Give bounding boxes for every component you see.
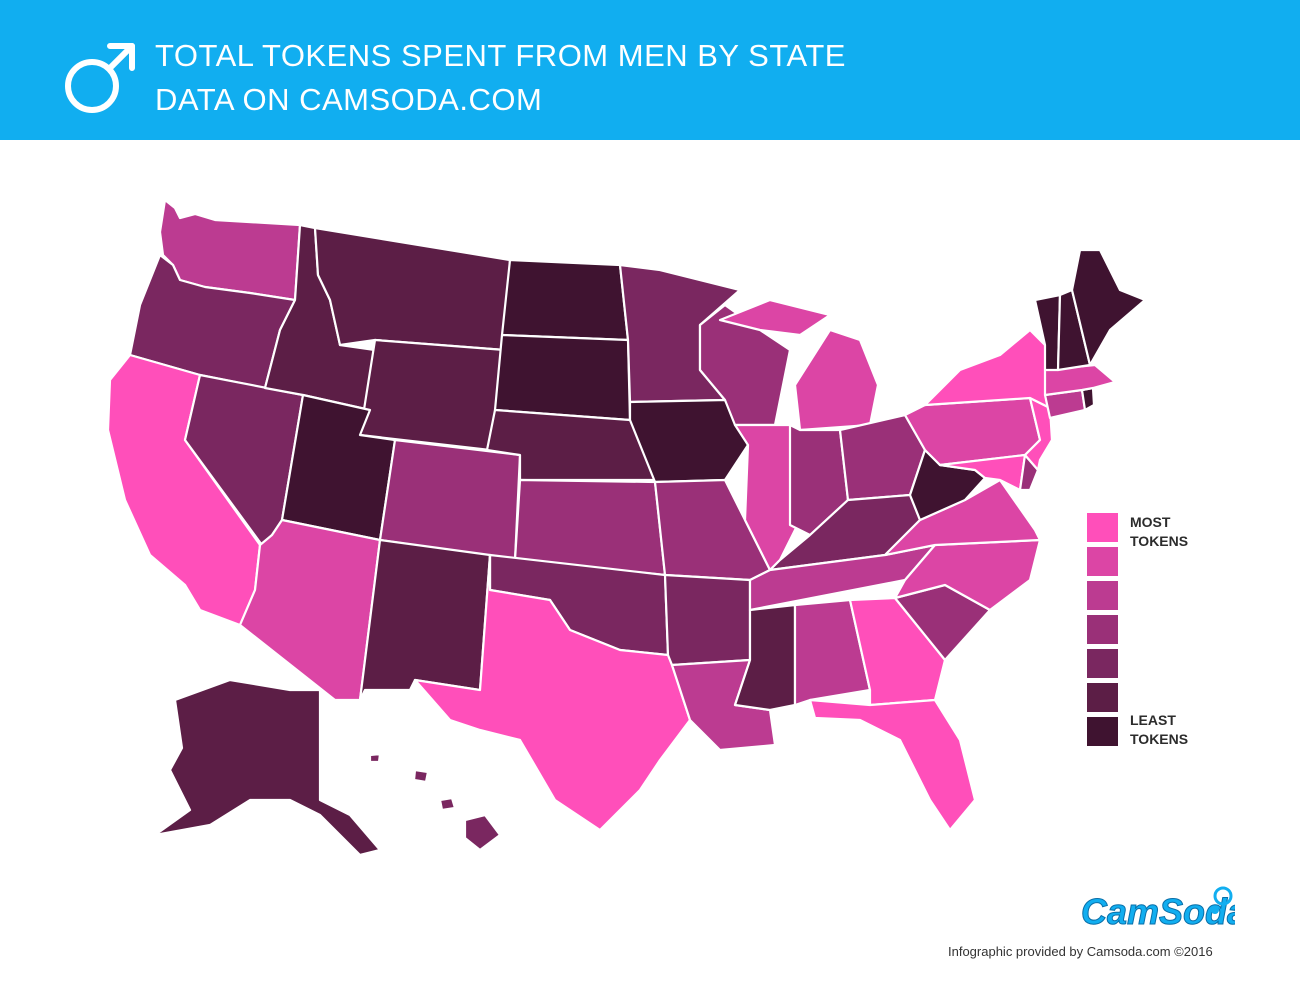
- legend-least-label: LEAST TOKENS: [1130, 711, 1188, 749]
- us-states-map: [106, 198, 1147, 857]
- state-vt: [1033, 293, 1062, 372]
- legend-swatch-5: [1087, 649, 1118, 678]
- state-ri: [1080, 386, 1096, 412]
- footer-credit: Infographic provided by Camsoda.com ©201…: [948, 944, 1213, 959]
- svg-text:CamSoda: CamSoda: [1081, 891, 1235, 932]
- state-ma: [1043, 363, 1117, 397]
- state-tx: [413, 553, 692, 832]
- state-nd: [500, 258, 630, 342]
- legend-swatch-3: [1087, 581, 1118, 610]
- state-ar: [663, 573, 752, 667]
- state-nm: [358, 538, 492, 702]
- state-mt: [313, 226, 512, 352]
- legend-most-label: MOST TOKENS: [1130, 513, 1188, 551]
- legend-swatch-1: [1087, 513, 1118, 542]
- state-az: [238, 518, 382, 702]
- legend-swatch-4: [1087, 615, 1118, 644]
- state-hi: [368, 752, 502, 852]
- state-fl: [808, 698, 977, 832]
- camsoda-logo: CamSoda: [1081, 886, 1235, 933]
- state-sd: [493, 333, 632, 422]
- legend-most-line2: TOKENS: [1130, 533, 1189, 549]
- state-ny: [923, 328, 1052, 410]
- legend-swatch-2: [1087, 547, 1118, 576]
- male-symbol-icon: [65, 43, 135, 113]
- legend-most-line1: MOST: [1130, 514, 1171, 530]
- state-wy: [358, 338, 507, 452]
- legend-swatch-6: [1087, 683, 1118, 712]
- header-banner: TOTAL TOKENS SPENT FROM MEN BY STATE DAT…: [0, 0, 1300, 140]
- page-title: TOTAL TOKENS SPENT FROM MEN BY STATE: [155, 38, 846, 73]
- state-me: [1070, 248, 1147, 367]
- state-ak: [153, 678, 382, 857]
- legend-swatch-7: [1087, 717, 1118, 746]
- legend-least-line2: TOKENS: [1130, 731, 1189, 747]
- page-subtitle: DATA ON CAMSODA.COM: [155, 82, 543, 117]
- state-al: [793, 598, 872, 707]
- legend-least-line1: LEAST: [1130, 712, 1176, 728]
